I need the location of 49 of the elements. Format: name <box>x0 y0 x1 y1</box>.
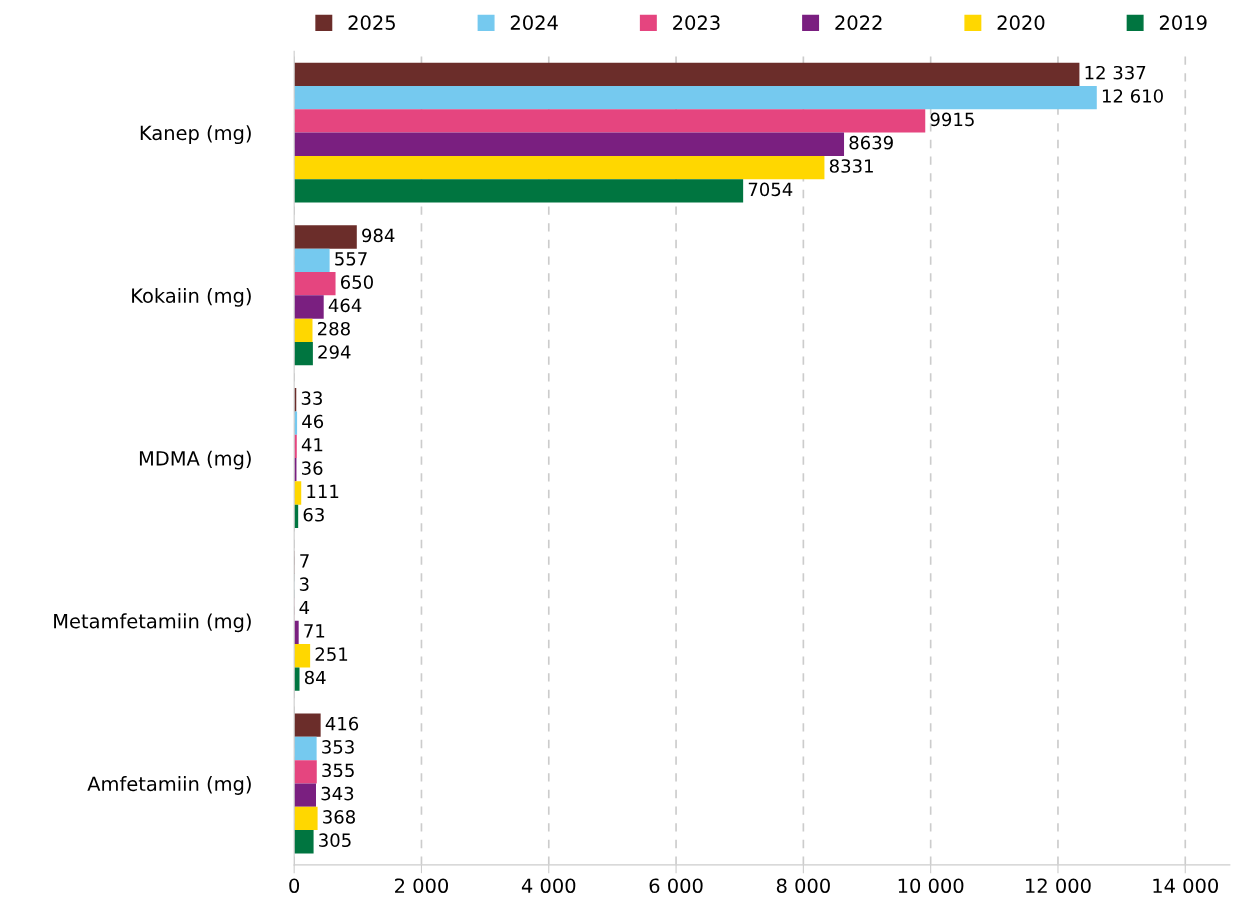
data-label: 46 <box>302 414 324 429</box>
y-tick-label: Kanep (mg) <box>140 125 251 145</box>
y-tick-label: MDMA (mg) <box>139 450 251 470</box>
legend-label: 2020 <box>997 15 1045 30</box>
data-label: 464 <box>328 298 362 313</box>
data-label: 305 <box>319 833 351 848</box>
x-tick-label: 0 <box>289 878 300 894</box>
data-label: 3 <box>299 577 309 592</box>
data-label: 36 <box>302 461 323 475</box>
data-label: 7054 <box>748 182 793 197</box>
legend-label: 2019 <box>1159 15 1207 30</box>
x-tick-label: 8 000 <box>776 878 830 894</box>
legend-label: 2022 <box>835 15 882 30</box>
data-label: 4 <box>299 600 310 615</box>
data-label: 8639 <box>849 135 893 150</box>
x-tick-label: 10 000 <box>898 878 964 894</box>
data-label: 288 <box>317 321 350 336</box>
data-label: 9915 <box>930 112 974 127</box>
y-tick-label: Metamfetamiin (mg) <box>54 613 251 633</box>
x-tick-label: 6 000 <box>649 878 703 894</box>
x-tick-label: 2 000 <box>395 878 449 894</box>
data-label: 650 <box>340 275 373 289</box>
data-label: 12 610 <box>1102 89 1163 103</box>
data-label: 251 <box>315 647 348 661</box>
data-label: 7 <box>300 554 309 568</box>
data-label: 111 <box>307 484 339 499</box>
y-tick-label: Kokaiin (mg) <box>132 287 251 307</box>
data-label: 33 <box>301 391 322 405</box>
data-label: 63 <box>303 507 324 522</box>
data-label: 41 <box>301 438 323 452</box>
data-label: 353 <box>322 740 354 754</box>
data-label: 368 <box>323 810 355 824</box>
y-tick-label: Amfetamiin (mg) <box>87 776 251 795</box>
data-label: 984 <box>362 228 395 243</box>
data-label: 71 <box>304 624 325 638</box>
data-label: 343 <box>321 786 354 801</box>
x-tick-label: 14 000 <box>1153 878 1218 894</box>
data-label: 355 <box>322 763 354 778</box>
legend-label: 2024 <box>510 15 558 30</box>
data-label: 557 <box>335 252 367 266</box>
data-label: 12 337 <box>1085 65 1146 80</box>
x-tick-label: 4 000 <box>521 878 576 894</box>
legend-label: 2023 <box>673 15 720 30</box>
data-label: 416 <box>325 716 359 731</box>
data-label: 8331 <box>829 159 873 173</box>
data-label: 294 <box>318 345 351 359</box>
data-label: 84 <box>304 670 326 685</box>
legend-label: 2025 <box>348 15 395 30</box>
x-tick-label: 12 000 <box>1026 878 1091 894</box>
